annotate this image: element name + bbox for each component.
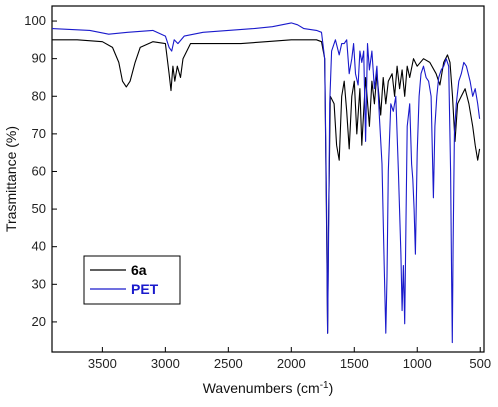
x-axis-label-main: Wavenumbers (cm <box>203 380 320 396</box>
axis-ticks: 3500 3000 2500 2000 1500 1000 500 20 30 40 50 60 70 8… <box>24 13 491 371</box>
legend-label-pet: PET <box>131 281 159 297</box>
y-tick-label: 40 <box>32 239 46 254</box>
y-tick-label: 30 <box>32 276 46 291</box>
legend-label-6a: 6a <box>131 262 147 278</box>
y-tick-label: 90 <box>32 51 46 66</box>
series-lines <box>51 22 481 344</box>
x-tick-label: 500 <box>469 356 491 371</box>
legend-box <box>83 255 181 305</box>
x-tick-label: 3000 <box>151 356 180 371</box>
plot-frame <box>51 5 485 353</box>
x-axis-label-close: ) <box>329 380 334 396</box>
y-tick-label: 50 <box>32 201 46 216</box>
y-tick-label: 70 <box>32 126 46 141</box>
y-tick-label: 100 <box>24 13 46 28</box>
x-tick-label: 3500 <box>88 356 117 371</box>
x-tick-label: 2000 <box>277 356 306 371</box>
y-tick-label: 20 <box>32 314 46 329</box>
x-axis-label: Wavenumbers (cm-1) <box>203 380 334 396</box>
x-tick-label: 2500 <box>214 356 243 371</box>
x-tick-label: 1000 <box>403 356 432 371</box>
y-tick-label: 80 <box>32 88 46 103</box>
y-axis-label: Trasmittance (%) <box>3 126 19 232</box>
x-axis-label-sup: -1 <box>320 380 329 391</box>
series-line-6a <box>52 39 481 334</box>
series-line-pet <box>51 22 481 344</box>
x-tick-label: 1500 <box>340 356 369 371</box>
y-tick-label: 60 <box>32 163 46 178</box>
legend: 6a PET <box>83 255 181 305</box>
